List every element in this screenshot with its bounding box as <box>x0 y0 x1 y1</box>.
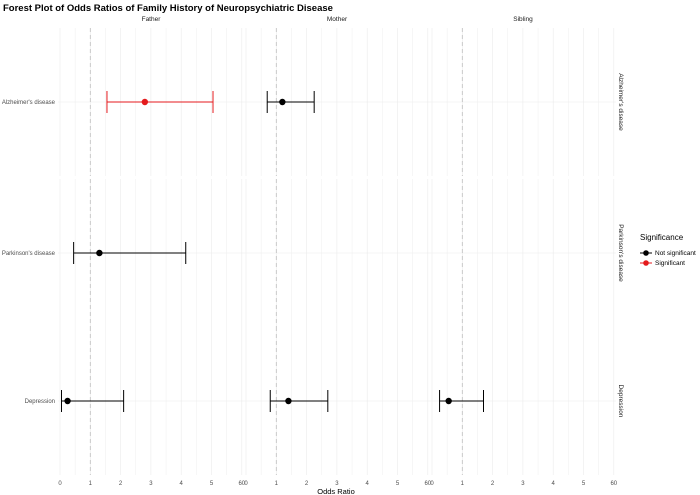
y-tick-label: Depression <box>25 399 55 405</box>
x-tick-label: 3 <box>149 481 153 487</box>
x-tick-label: 3 <box>521 481 525 487</box>
x-tick-label: 1 <box>461 481 465 487</box>
legend-entry-label: Not significant <box>655 250 696 257</box>
x-tick-label: 3 <box>335 481 339 487</box>
x-tick-label: 0 <box>58 481 62 487</box>
data-point-group <box>73 242 187 264</box>
data-point-group <box>439 390 485 412</box>
data-point-group <box>269 390 329 412</box>
point-estimate <box>96 249 103 257</box>
legend-key-point <box>643 260 649 266</box>
chart-title: Forest Plot of Odds Ratios of Family His… <box>3 3 333 14</box>
point-estimate <box>445 397 452 405</box>
panel-label-mother: Mother <box>327 16 348 23</box>
row-strip-label: Alzheimer's disease <box>617 73 624 131</box>
panel-label-father: Father <box>142 16 162 23</box>
x-tick-label: 1 <box>89 481 93 487</box>
x-tick-label: 60 <box>610 481 617 487</box>
x-tick-label: 5 <box>582 481 586 487</box>
x-tick-label: 0 <box>430 481 434 487</box>
legend: Significance Not significant Significant <box>640 233 696 267</box>
x-tick-label: 4 <box>552 481 556 487</box>
y-tick-label: Parkinson's disease <box>2 251 56 257</box>
x-tick-label: 4 <box>180 481 184 487</box>
x-tick-label: 5 <box>396 481 400 487</box>
x-axis-title: Odds Ratio <box>317 487 355 495</box>
legend-key-point <box>643 250 649 256</box>
x-tick-label: 2 <box>119 481 123 487</box>
x-tick-label: 1 <box>275 481 279 487</box>
x-tick-label: 2 <box>491 481 495 487</box>
data-point-group <box>266 91 315 113</box>
y-tick-label: Alzheimer's disease <box>2 100 56 106</box>
point-estimate <box>279 98 286 106</box>
legend-title: Significance <box>640 233 684 242</box>
panel-label-sibling: Sibling <box>513 16 533 23</box>
x-tick-label: 0 <box>244 481 248 487</box>
point-estimate <box>64 397 71 405</box>
data-point-group <box>106 91 214 113</box>
x-tick-label: 4 <box>366 481 370 487</box>
row-strip-label: Parkinson's disease <box>617 224 624 282</box>
legend-entry-label: Significant <box>655 260 685 267</box>
x-tick-label: 5 <box>210 481 214 487</box>
point-estimate <box>285 397 292 405</box>
x-tick-label: 60 <box>238 481 245 487</box>
x-tick-label: 2 <box>305 481 309 487</box>
x-tick-label: 60 <box>424 481 431 487</box>
point-estimate <box>141 98 149 106</box>
data-point-group <box>61 390 125 412</box>
row-strip-label: Depression <box>617 385 624 418</box>
